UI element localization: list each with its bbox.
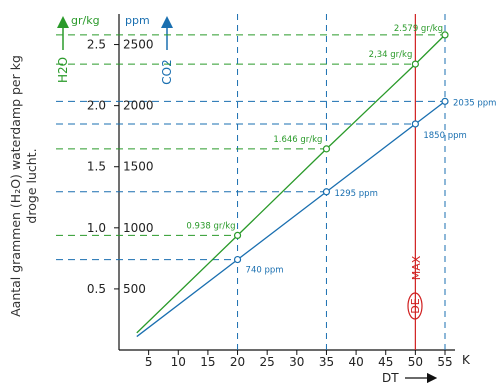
x-tick-label: 25 — [260, 355, 275, 369]
h2o-data-label: 1.646 gr/kg — [273, 135, 322, 145]
y-right-unit: ppm — [125, 14, 150, 27]
x-axis-unit: K — [462, 353, 471, 367]
x-tick-label: 20 — [230, 355, 245, 369]
co2-data-label: 2035 ppm — [453, 98, 496, 108]
axis-ticks: 5 10 15 20 25 30 35 40 45 50 55 0.5 1.0 1.5 2.0 2.5 500 1… — [87, 38, 453, 369]
h2o-point — [411, 60, 419, 68]
co2-data-label: 740 ppm — [246, 266, 284, 276]
x-tick-label: 55 — [437, 355, 452, 369]
y-right-tick-label: 500 — [123, 282, 146, 296]
co2-point — [411, 120, 419, 128]
y-right-tick-label: 2000 — [123, 99, 154, 113]
de-oval — [407, 292, 423, 320]
co2-point — [322, 188, 331, 196]
x-tick-label: 40 — [348, 355, 363, 369]
h2o-point — [233, 231, 242, 239]
h2o-point — [322, 145, 331, 153]
co2-point — [441, 97, 449, 105]
data-labels: 0.938 gr/kg 1.646 gr/kg 2,34 gr/kg 2.579 gr… — [186, 24, 496, 276]
y-right-axis-label: CO2 — [160, 59, 174, 84]
x-tick-label: 50 — [408, 355, 423, 369]
h2o-point — [441, 31, 449, 39]
x-tick-label: 45 — [378, 355, 393, 369]
y-left-axis-label: H2O — [56, 57, 70, 83]
co2-point — [233, 255, 242, 264]
h2o-data-label: 0.938 gr/kg — [186, 221, 235, 231]
co2-data-label: 1295 ppm — [334, 189, 377, 199]
x-tick-label: 10 — [171, 355, 186, 369]
max-label: MAX — [410, 255, 423, 280]
side-label-line2: droge lucht. — [24, 148, 39, 223]
y-left-unit: gr/kg — [71, 14, 100, 27]
x-tick-label: 15 — [200, 355, 215, 369]
h2o-series-line — [136, 34, 446, 334]
series-lines — [136, 31, 449, 338]
h2o-data-label: 2.579 gr/kg — [394, 24, 443, 34]
h2o-data-label: 2,34 gr/kg — [369, 50, 413, 60]
reference-lines — [56, 14, 446, 350]
y-left-tick-label: 0.5 — [87, 282, 106, 296]
y-left-tick-label: 1.0 — [87, 221, 106, 235]
y-left-tick-label: 2.0 — [87, 99, 106, 113]
x-tick-label: 35 — [319, 355, 334, 369]
y-left-tick-label: 1.5 — [87, 160, 106, 174]
y-left-tick-label: 2.5 — [87, 38, 106, 52]
side-label-line1: Aantal grammen (H₂O) waterdamp per kg — [8, 55, 23, 317]
y-right-tick-label: 2500 — [123, 38, 154, 52]
co2-data-label: 1850 ppm — [423, 131, 466, 141]
y-right-tick-label: 1000 — [123, 221, 154, 235]
de-label: DE — [409, 298, 422, 313]
y-right-tick-label: 1500 — [123, 160, 154, 174]
x-axis-label: DT — [382, 371, 399, 385]
x-tick-label: 5 — [145, 355, 153, 369]
x-tick-label: 30 — [289, 355, 304, 369]
